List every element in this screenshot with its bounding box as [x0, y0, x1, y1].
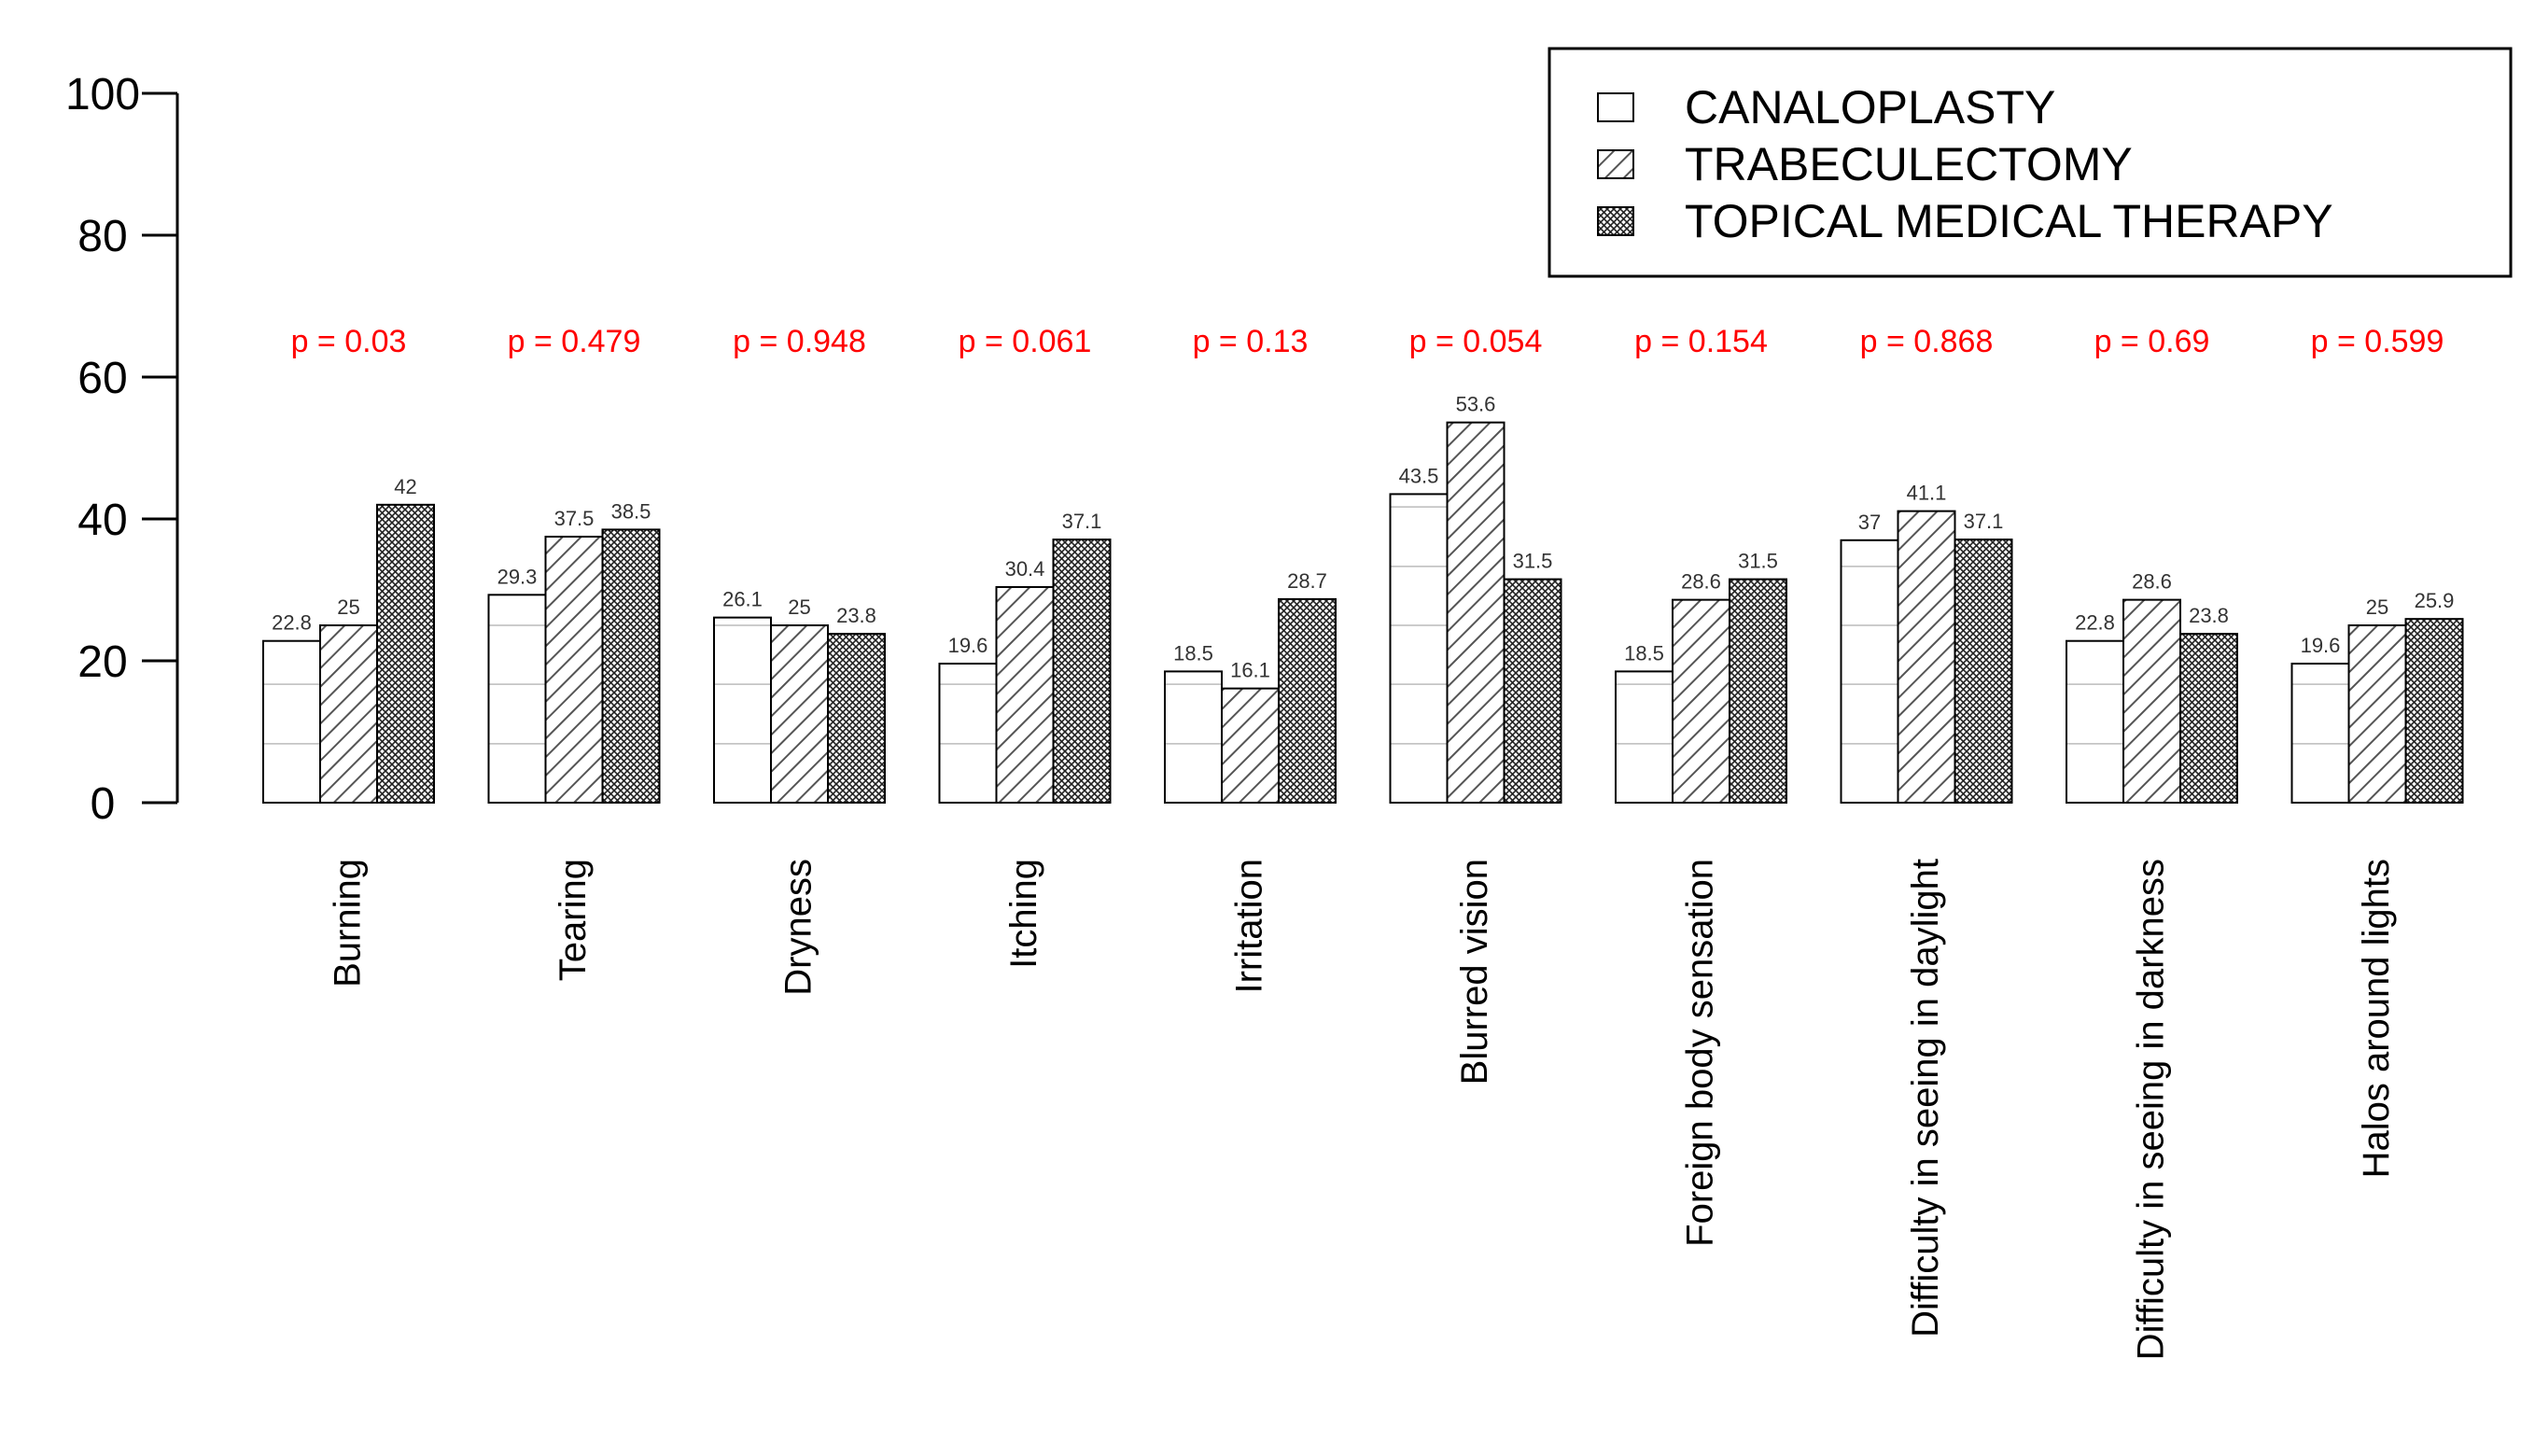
bar-value-label: 37.1 [1964, 510, 2004, 533]
bar [601, 528, 661, 805]
legend-label: TOPICAL MEDICAL THERAPY [1685, 195, 2333, 247]
bar [2404, 618, 2464, 804]
bar-value-label: 19.6 [2301, 634, 2341, 657]
bar [262, 639, 321, 804]
p-values: p = 0.03 p = 0.479 p = 0.948 p = 0.061 p = 0… [291, 324, 2444, 359]
bar [319, 624, 378, 804]
y-axis: 0 20 40 60 80 100 [65, 70, 179, 829]
bar [770, 624, 829, 804]
bars [262, 421, 2464, 805]
bar-value-label: 43.5 [1399, 464, 1439, 487]
bar [1729, 578, 1787, 804]
p-value-label: p = 0.054 [1409, 324, 1543, 359]
y-tick-label: 0 [91, 779, 116, 829]
bar-value-label: 37 [1858, 511, 1881, 534]
bar-value-label: 30.4 [1005, 557, 1045, 581]
bar [827, 633, 886, 804]
bar-value-label: 31.5 [1513, 550, 1553, 573]
category-label: Irritation [1229, 859, 1270, 994]
legend-box [1548, 47, 2513, 278]
y-tick-label: 40 [77, 496, 127, 545]
p-value-label: p = 0.69 [2094, 324, 2210, 359]
y-tick-label: 60 [77, 354, 127, 403]
bar [1897, 510, 1956, 804]
category-label: Itching [1003, 859, 1044, 969]
legend-swatch [1597, 149, 1634, 179]
y-tick-label: 20 [77, 637, 127, 687]
legend-label: TRABECULECTOMY [1685, 138, 2133, 190]
bar-labels: 22.8 25 42 29.3 37.5 38.5 26.1 25 23.8 19.6 30.4 37… [272, 393, 2454, 682]
category-label: Foreign body sensation [1680, 859, 1721, 1247]
bar [1052, 539, 1112, 804]
p-value-label: p = 0.868 [1860, 324, 1994, 359]
bar-value-label: 16.1 [1230, 659, 1270, 682]
bar-value-label: 28.7 [1287, 569, 1327, 593]
bar [995, 585, 1055, 805]
bar [713, 616, 772, 805]
bar-value-label: 18.5 [1624, 641, 1664, 665]
p-value-label: p = 0.599 [2311, 324, 2444, 359]
bar-value-label: 25 [788, 595, 810, 619]
bar-value-label: 29.3 [497, 565, 538, 588]
bar-value-label: 22.8 [2075, 611, 2115, 635]
bar [1615, 670, 1674, 805]
category-label: Difficulty in seeing in darkness [2131, 859, 2172, 1360]
legend-swatch [1597, 206, 1634, 236]
bar-value-label: 28.6 [1681, 570, 1721, 594]
bar-value-label: 41.1 [1907, 482, 1947, 505]
bar-value-label: 23.8 [2189, 604, 2229, 627]
bar [1164, 670, 1223, 805]
bar-value-label: 18.5 [1173, 641, 1213, 665]
bar [2347, 624, 2407, 804]
bar [2066, 639, 2124, 804]
bar-value-label: 22.8 [272, 611, 312, 635]
bar [376, 503, 435, 804]
bar-value-label: 25.9 [2415, 589, 2455, 612]
bar-value-label: 37.1 [1062, 510, 1102, 533]
bar-value-label: 42 [394, 475, 416, 498]
p-value-label: p = 0.154 [1634, 324, 1768, 359]
p-value-label: p = 0.13 [1193, 324, 1309, 359]
bar [1221, 687, 1280, 805]
bar-value-label: 28.6 [2132, 570, 2172, 594]
p-value-label: p = 0.479 [508, 324, 641, 359]
bar [2122, 598, 2181, 805]
bar [1503, 578, 1562, 804]
bar [1446, 421, 1506, 804]
bar [1672, 598, 1730, 805]
p-value-label: p = 0.03 [291, 324, 407, 359]
bar-value-label: 19.6 [948, 634, 988, 657]
bar [2290, 663, 2350, 804]
bar-value-label: 38.5 [611, 499, 651, 523]
bar [1954, 539, 2013, 804]
category-label: Difficulty in seeing in daylight [1905, 859, 1946, 1337]
bar-value-label: 53.6 [1456, 393, 1496, 416]
bar [1278, 597, 1337, 804]
y-tick-label: 80 [77, 212, 127, 261]
legend-swatch [1597, 92, 1634, 122]
bar-value-label: 23.8 [836, 604, 876, 627]
bar-value-label: 26.1 [722, 588, 763, 611]
bar [1389, 493, 1449, 805]
bar-value-label: 37.5 [554, 507, 595, 530]
category-label: Blurred vision [1454, 859, 1495, 1085]
category-labels: Burning Tearing Dryness Itching Irritation Bl… [328, 859, 2398, 1360]
p-value-label: p = 0.061 [959, 324, 1092, 359]
p-value-label: p = 0.948 [733, 324, 866, 359]
legend-label: CANALOPLASTY [1685, 81, 2055, 133]
bar [544, 536, 604, 804]
category-label: Burning [328, 859, 369, 987]
bar-value-label: 31.5 [1738, 550, 1778, 573]
bar [2179, 633, 2238, 804]
category-label: Halos around lights [2356, 859, 2397, 1178]
bar [1840, 539, 1899, 804]
bar-value-label: 25 [2366, 595, 2388, 619]
bar-value-label: 25 [337, 595, 359, 619]
category-label: Dryness [778, 859, 819, 996]
category-label: Tearing [553, 859, 594, 981]
y-tick-label: 100 [65, 70, 140, 119]
